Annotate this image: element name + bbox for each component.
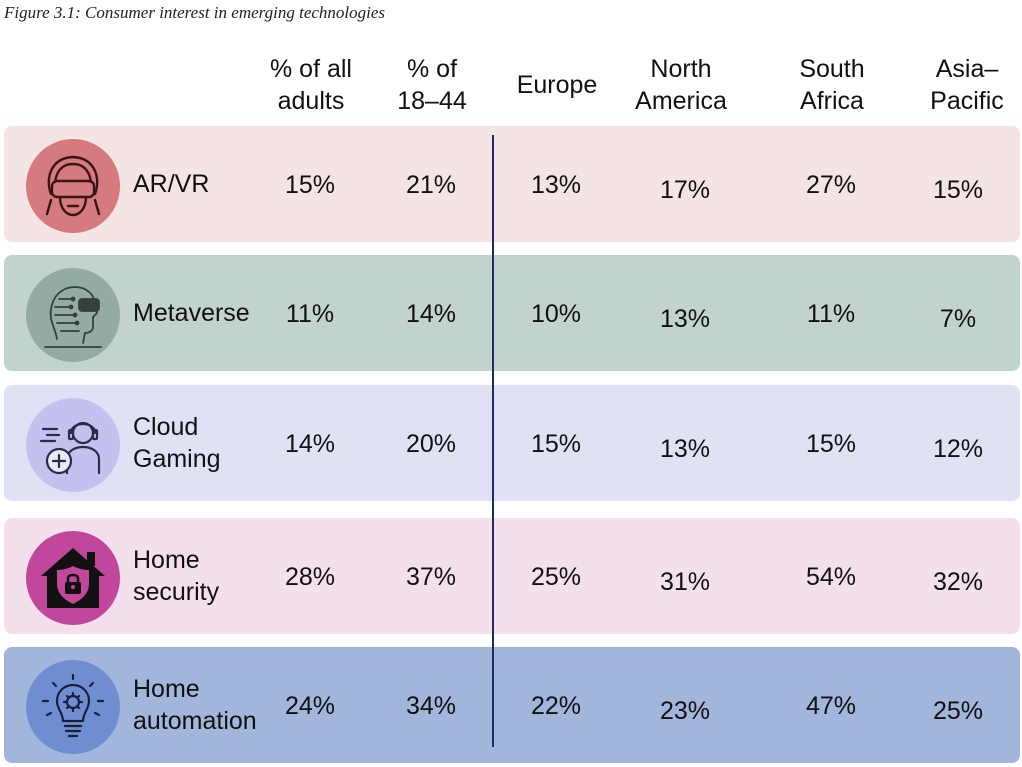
vr-headset-icon	[26, 139, 120, 233]
value-cell-north-america: 31%	[659, 568, 711, 596]
row-label: AR/VR	[133, 170, 210, 198]
value-cell-all-adults: 15%	[284, 171, 336, 199]
table-row-metaverse: Metaverse 11% 14% 10% 13% 11% 7%	[4, 255, 1020, 371]
value-cell-asia-pacific: 15%	[932, 176, 984, 204]
table-row-home-security: Home security 28% 37% 25% 31% 54% 32%	[4, 518, 1020, 634]
value-cell-asia-pacific: 25%	[932, 697, 984, 725]
column-header-asia-pacific: Asia– Pacific	[930, 55, 1004, 115]
column-header-north-america: North America	[635, 55, 727, 115]
value-cell-all-adults: 28%	[284, 563, 336, 591]
value-cell-all-adults: 11%	[285, 300, 335, 328]
value-cell-north-america: 23%	[659, 697, 711, 725]
lightbulb-gear-icon	[26, 660, 120, 754]
value-cell-asia-pacific: 12%	[932, 435, 984, 463]
region-divider-line	[492, 135, 494, 747]
value-cell-all-adults: 14%	[284, 430, 336, 458]
value-cell-north-america: 13%	[659, 435, 711, 463]
home-lock-icon	[26, 531, 120, 625]
table-row-home-automation: Home automation 24% 34% 22% 23% 47% 25%	[4, 647, 1020, 763]
value-cell-18-44: 20%	[405, 430, 457, 458]
row-label: Cloud Gaming	[133, 413, 221, 473]
column-header-europe: Europe	[516, 71, 598, 99]
row-label: Metaverse	[133, 299, 250, 327]
value-cell-europe: 10%	[530, 300, 582, 328]
value-cell-asia-pacific: 32%	[932, 568, 984, 596]
value-cell-south-africa: 11%	[806, 300, 856, 328]
column-header-18-44: % of 18–44	[397, 55, 467, 115]
value-cell-europe: 15%	[530, 430, 582, 458]
value-cell-north-america: 17%	[659, 176, 711, 204]
value-cell-europe: 25%	[530, 563, 582, 591]
column-header-south-africa: South Africa	[799, 55, 865, 115]
row-label: Home automation	[133, 675, 257, 735]
value-cell-europe: 22%	[530, 692, 582, 720]
column-header-all-adults: % of all adults	[270, 55, 352, 115]
value-cell-18-44: 34%	[405, 692, 457, 720]
value-cell-18-44: 37%	[405, 563, 457, 591]
value-cell-18-44: 14%	[405, 300, 457, 328]
value-cell-all-adults: 24%	[284, 692, 336, 720]
gamer-headset-icon	[26, 398, 120, 492]
value-cell-south-africa: 47%	[805, 692, 857, 720]
value-cell-asia-pacific: 7%	[939, 305, 977, 333]
figure-caption: Figure 3.1: Consumer interest in emergin…	[4, 3, 386, 22]
row-label: Home security	[133, 546, 220, 606]
value-cell-europe: 13%	[530, 171, 582, 199]
digital-human-vr-icon	[26, 268, 120, 362]
table-row-cloud-gaming: Cloud Gaming 14% 20% 15% 13% 15% 12%	[4, 385, 1020, 501]
value-cell-south-africa: 54%	[805, 563, 857, 591]
value-cell-south-africa: 15%	[805, 430, 857, 458]
value-cell-south-africa: 27%	[805, 171, 857, 199]
value-cell-north-america: 13%	[659, 305, 711, 333]
value-cell-18-44: 21%	[405, 171, 457, 199]
table-row-ar-vr: AR/VR 15% 21% 13% 17% 27% 15%	[4, 126, 1020, 242]
